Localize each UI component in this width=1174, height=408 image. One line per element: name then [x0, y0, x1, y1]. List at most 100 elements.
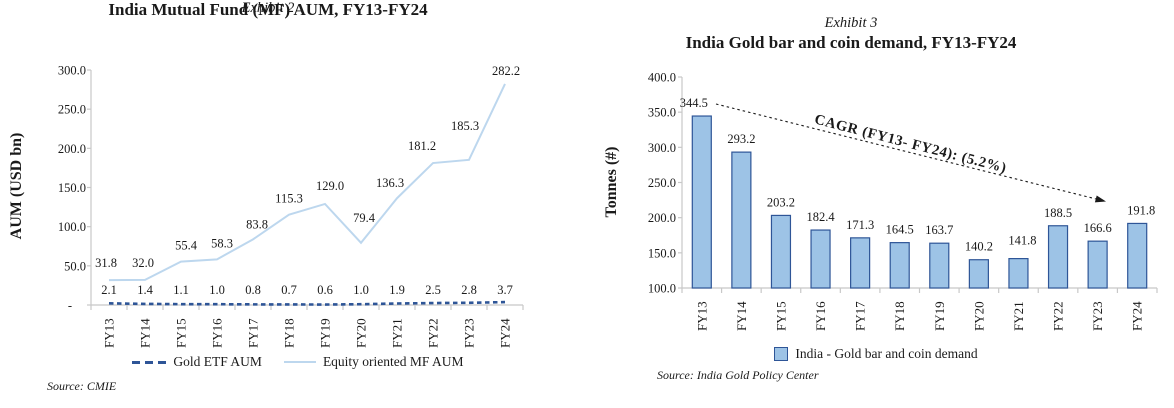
data-label-gold: 0.7 [281, 283, 297, 297]
bar-fy22 [1047, 225, 1069, 289]
x-tick-label: FY16 [210, 318, 225, 348]
exhibit2-legend: Gold ETF AUM Equity oriented MF AUM [78, 352, 518, 372]
bar-fy24 [1127, 222, 1148, 289]
data-label-bar: 293.2 [727, 132, 755, 146]
data-label-gold: 0.8 [245, 283, 261, 297]
y-tick-label: 100.0 [58, 220, 86, 234]
data-label-gold: 1.0 [209, 283, 225, 297]
x-tick-label: FY24 [498, 318, 513, 348]
data-label-gold: 2.8 [461, 283, 477, 297]
x-tick-label: FY17 [246, 318, 261, 348]
y-tick-label: 300.0 [648, 141, 676, 155]
x-tick-label: FY23 [462, 318, 477, 348]
y-tick-label: 200.0 [58, 142, 86, 156]
legend-item-equity-mf: Equity oriented MF AUM [283, 354, 464, 370]
data-label-gold: 1.9 [389, 283, 405, 297]
x-tick-label: FY22 [426, 318, 441, 348]
data-label-bar: 164.5 [886, 223, 914, 237]
x-tick-label: FY18 [282, 318, 297, 348]
legend-label-gold-etf: Gold ETF AUM [173, 354, 262, 369]
data-label-gold: 1.4 [137, 283, 153, 297]
exhibit3-subtitle: Exhibit 3 [824, 15, 878, 31]
x-tick-label: FY24 [1130, 301, 1145, 331]
bar-fy18 [889, 242, 910, 289]
gold-etf-aum-line [108, 300, 506, 306]
cagr-arrow-line [715, 103, 1096, 200]
exhibit3-source: Source: India Gold Policy Center [657, 368, 819, 382]
x-tick-label: FY20 [971, 301, 986, 331]
x-tick-label: FY21 [390, 318, 405, 348]
x-tick-label: FY13 [694, 301, 709, 331]
y-tick-label: 250.0 [648, 176, 676, 190]
data-label-gold: 3.7 [497, 283, 513, 297]
x-tick-label: FY15 [773, 301, 788, 331]
data-label-bar: 344.5 [680, 96, 708, 110]
y-tick-label: 150.0 [58, 181, 86, 195]
data-label-bar: 140.2 [965, 240, 993, 254]
x-tick-label: FY19 [932, 301, 947, 331]
data-label-equity: 79.4 [353, 211, 376, 225]
y-tick-label: 200.0 [648, 211, 676, 225]
bar-fy14 [731, 151, 752, 289]
bar-fy19 [929, 242, 950, 289]
y-tick-label: - [68, 299, 72, 313]
data-label-equity: 31.8 [95, 256, 117, 270]
x-tick-label: FY17 [853, 301, 868, 331]
exhibit3-legend: India - Gold bar and coin demand [636, 344, 1116, 364]
data-label-gold: 0.6 [317, 283, 333, 297]
legend-label-equity-mf: Equity oriented MF AUM [322, 354, 464, 369]
exhibit2-source: Source: CMIE [47, 379, 117, 393]
exhibit3-title: India Gold bar and coin demand, FY13-FY2… [685, 33, 1017, 52]
x-tick-label: FY22 [1051, 301, 1066, 331]
bar-fy21 [1008, 258, 1029, 289]
exhibit2-subtitle: Exhibit 2 [241, 0, 295, 16]
exhibit2-y-axis-title: AUM (USD bn) [8, 132, 25, 240]
x-tick-label: FY14 [734, 301, 749, 331]
data-label-bar: 163.7 [925, 223, 953, 237]
bar-fy13 [691, 115, 712, 289]
data-label-gold: 2.1 [101, 283, 117, 297]
exhibit2-title: India Mutual Fund (MF) AUM, FY13-FY24 [108, 0, 428, 19]
equity-line-swatch [283, 360, 316, 364]
data-label-equity: 83.8 [246, 217, 268, 231]
bar-fy17 [850, 237, 871, 289]
data-label-bar: 166.6 [1084, 221, 1112, 235]
data-label-equity: 55.4 [175, 239, 198, 253]
data-label-equity: 136.3 [376, 176, 404, 190]
cagr-arrow-head [1094, 195, 1106, 203]
y-tick-label: 400.0 [648, 71, 676, 85]
x-tick-label: FY20 [354, 318, 369, 348]
data-label-gold: 1.0 [353, 283, 369, 297]
legend-item-gold-bar-coin: India - Gold bar and coin demand [774, 346, 978, 362]
data-label-equity: 115.3 [275, 192, 303, 206]
y-tick-label: 100.0 [648, 282, 676, 296]
data-label-bar: 182.4 [806, 210, 835, 224]
gold-etf-dashed-line-swatch [132, 360, 167, 364]
x-tick-label: FY18 [892, 301, 907, 331]
data-label-equity: 185.3 [451, 119, 479, 133]
bar-fy20 [968, 259, 989, 289]
x-tick-label: FY16 [813, 301, 828, 331]
y-tick-label: 250.0 [58, 103, 86, 117]
x-tick-label: FY19 [318, 318, 333, 348]
exhibit3-y-axis-title: Tonnes (#) [603, 146, 620, 218]
x-tick-label: FY21 [1011, 301, 1026, 331]
data-label-equity: 181.2 [408, 139, 436, 153]
data-label-equity: 32.0 [132, 256, 154, 270]
data-label-equity: 282.2 [492, 64, 520, 78]
y-tick-label: 150.0 [648, 246, 676, 260]
bar-fy23 [1087, 240, 1108, 289]
data-label-bar: 141.8 [1008, 234, 1036, 248]
x-tick-label: FY14 [138, 318, 153, 348]
y-tick-label: 300.0 [58, 64, 86, 78]
y-tick-label: 50.0 [64, 259, 86, 273]
legend-label-gold-bar-coin: India - Gold bar and coin demand [795, 346, 978, 361]
x-tick-label: FY23 [1090, 301, 1105, 331]
data-label-bar: 188.5 [1044, 206, 1072, 220]
equity-mf-aum-line [108, 83, 506, 282]
bar-fy16 [810, 229, 831, 289]
data-label-bar: 203.2 [767, 195, 795, 209]
data-label-equity: 58.3 [211, 236, 233, 250]
